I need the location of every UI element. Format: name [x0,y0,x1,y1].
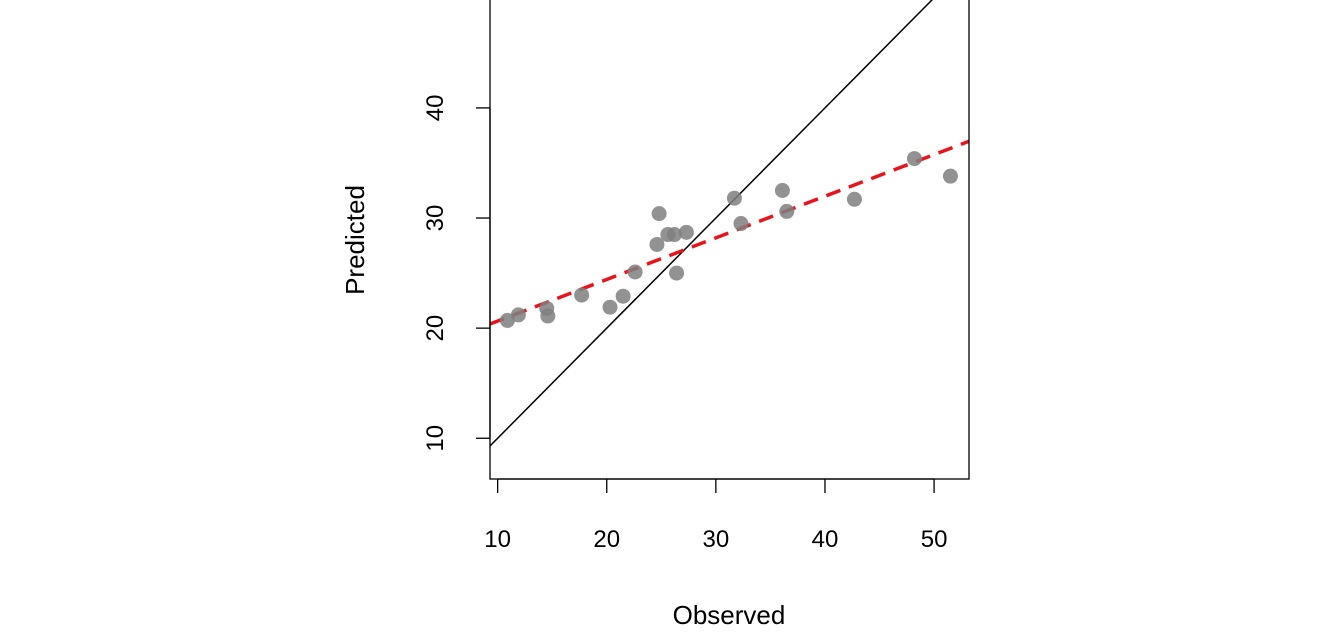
data-point [678,224,694,240]
x-tick-label: 10 [484,526,511,553]
data-point [540,308,556,324]
data-point [846,191,862,207]
data-points [499,151,958,328]
x-tick-label: 50 [921,526,948,553]
plot-content [490,0,969,447]
x-axis: 10 20 30 40 50 [484,478,948,553]
y-tick-label: 30 [422,205,449,232]
data-point [726,190,742,206]
identity-reference-line [490,0,933,447]
data-point [669,265,685,281]
x-tick-label: 30 [703,526,730,553]
data-point [510,307,526,323]
y-tick-label: 10 [422,425,449,452]
x-axis-title: Observed [673,600,786,630]
regression-fit-line [490,139,969,326]
data-point [733,216,749,232]
x-tick-label: 40 [812,526,839,553]
data-point [649,236,665,252]
x-tick-label: 20 [593,526,620,553]
data-point [906,151,922,167]
data-point [942,168,958,184]
plot-frame [489,0,970,480]
data-point [615,288,631,304]
data-point [574,287,590,303]
data-point [774,182,790,198]
data-point [651,206,667,222]
data-point [627,264,643,280]
data-point [779,203,795,219]
y-axis: 10 20 30 40 [422,95,491,452]
data-point [602,299,618,315]
y-tick-label: 40 [422,95,449,122]
y-axis-title: Predicted [340,185,370,295]
data-point [666,227,682,243]
y-tick-label: 20 [422,315,449,342]
